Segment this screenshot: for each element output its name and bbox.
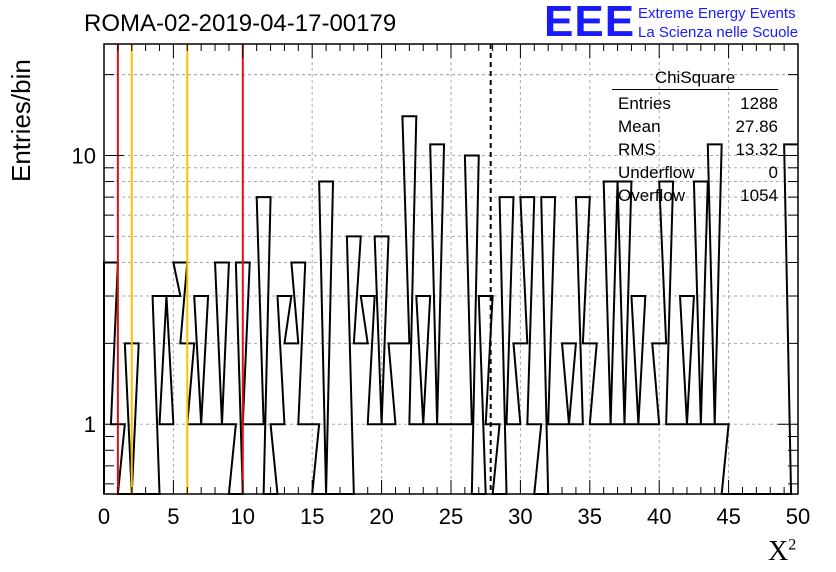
stats-title: ChiSquare [612,68,778,90]
chart-title: ROMA-02-2019-04-17-00179 [84,10,397,37]
y-tick-label: 10 [72,144,96,169]
x-axis-label: X2 [768,536,796,568]
stats-value: 1054 [740,186,778,205]
eee-logo-text: Extreme Energy Events La Scienza nelle S… [638,4,798,42]
x-tick-label: 50 [786,504,810,529]
stats-row-entries: Entries 1288 [612,92,778,115]
x-tick-label: 45 [716,504,740,529]
stats-row-overflow: Overflow 1054 [612,184,778,207]
stats-label: Mean [618,117,661,136]
x-tick-label: 35 [578,504,602,529]
x-axis-label-base: X [768,536,789,567]
logo-line-2: La Scienza nelle Scuole [638,24,799,41]
x-axis-label-superscript: 2 [788,536,797,554]
stats-row-rms: RMS 13.32 [612,138,778,161]
eee-logo: EEE [544,0,636,46]
histogram-series [103,115,798,495]
x-tick-label: 20 [369,504,393,529]
y-axis-label: Entries/bin [6,59,36,182]
x-tick-label: 10 [231,504,255,529]
x-tick-label: 40 [647,504,671,529]
x-tick-label: 15 [300,504,324,529]
stats-box: ChiSquare Entries 1288 Mean 27.86 RMS 13.32… [612,68,778,207]
stats-label: Entries [618,94,671,113]
x-tick-label: 0 [98,504,110,529]
stats-row-underflow: Underflow 0 [612,161,778,184]
stats-row-mean: Mean 27.86 [612,115,778,138]
stats-value: 1288 [740,94,778,113]
stats-label: Underflow [618,163,695,182]
x-tick-label: 5 [167,504,179,529]
stats-value: 13.32 [735,140,778,159]
x-tick-label: 25 [439,504,463,529]
stats-value: 0 [768,163,778,182]
x-tick-label: 30 [508,504,532,529]
stats-value: 27.86 [735,117,778,136]
stats-label: RMS [618,140,656,159]
y-tick-label: 1 [84,412,96,437]
stats-label: Overflow [618,186,686,205]
logo-line-1: Extreme Energy Events [638,5,796,22]
